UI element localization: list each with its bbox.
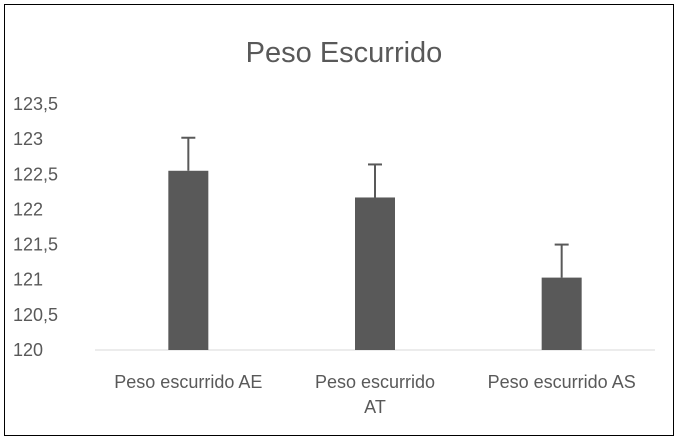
bar [168,170,209,350]
x-tick-label: Peso escurrido [315,372,435,392]
y-tick-label: 121,5 [13,235,58,255]
bar [541,277,582,350]
y-tick-label: 120,5 [13,305,58,325]
y-tick-label: 123,5 [13,94,58,114]
y-tick-label: 121 [13,270,43,290]
bars [168,136,582,350]
x-tick-label: AT [364,397,386,417]
x-tick-label: Peso escurrido AS [488,372,636,392]
chart-frame [4,4,674,436]
y-tick-label: 120 [13,340,43,360]
y-tick-label: 122 [13,199,43,219]
y-tick-label: 122,5 [13,164,58,184]
chart-title: Peso Escurrido [246,37,443,69]
y-tick-label: 123 [13,129,43,149]
bar [355,197,395,350]
tick-labels: 120 120,5 121 121,5 122 122,5 123 123,5 Peso esc… [13,94,636,417]
x-tick-label: Peso escurrido AE [114,372,262,392]
